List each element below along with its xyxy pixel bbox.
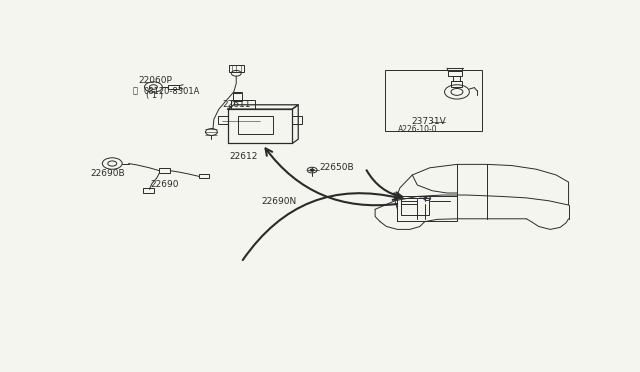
Bar — [199, 173, 209, 178]
Text: 22690: 22690 — [150, 180, 179, 189]
Circle shape — [310, 169, 314, 171]
Bar — [143, 188, 154, 193]
Bar — [159, 168, 170, 173]
Bar — [229, 65, 244, 71]
Bar — [168, 85, 179, 89]
Text: 22690B: 22690B — [90, 169, 125, 178]
Bar — [385, 70, 482, 131]
Text: 22060P: 22060P — [138, 76, 172, 85]
Text: 08120-8301A: 08120-8301A — [143, 87, 200, 96]
Text: 22611: 22611 — [222, 100, 250, 109]
Bar — [218, 116, 228, 124]
Bar — [448, 71, 462, 76]
Bar — [233, 93, 242, 101]
Bar — [292, 116, 302, 124]
Text: 22650B: 22650B — [319, 163, 354, 172]
Text: 22690N: 22690N — [261, 197, 296, 206]
Bar — [453, 76, 460, 81]
Bar — [231, 100, 255, 109]
Text: ( 1 ): ( 1 ) — [146, 91, 163, 100]
Text: 23731V: 23731V — [412, 118, 446, 126]
Bar — [237, 116, 273, 134]
Bar — [451, 81, 462, 87]
Text: 22612: 22612 — [230, 152, 258, 161]
Bar — [397, 196, 457, 221]
Text: A226-10-0: A226-10-0 — [397, 125, 437, 134]
Bar — [401, 198, 429, 215]
Text: Ⓑ: Ⓑ — [133, 87, 138, 96]
